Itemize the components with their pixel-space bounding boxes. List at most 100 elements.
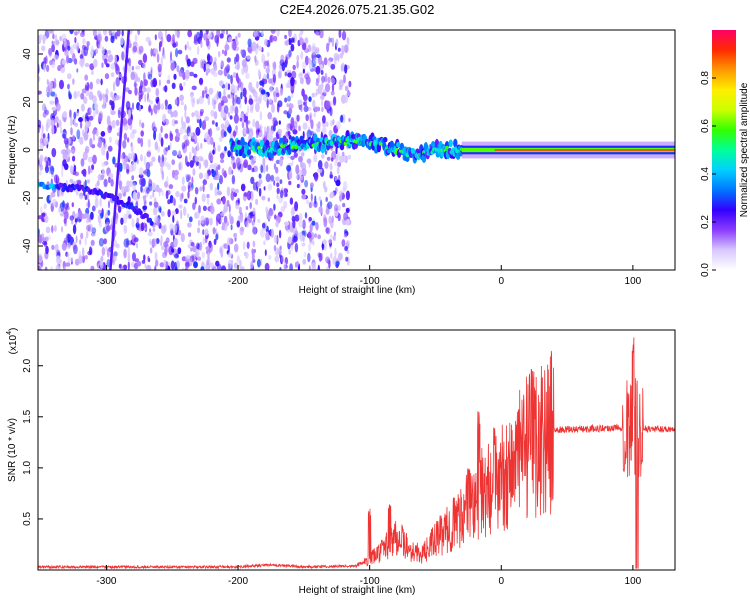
noise-speckle [108, 176, 111, 184]
noise-speckle [177, 49, 183, 55]
noise-speckle [155, 96, 160, 104]
noise-speckle [101, 145, 106, 156]
noise-speckle [298, 219, 304, 228]
noise-speckle [149, 238, 152, 245]
band-mark [265, 139, 270, 147]
noise-speckle [166, 79, 171, 84]
noise-speckle [82, 247, 85, 257]
noise-speckle [193, 34, 198, 44]
colorbar-tick-label: 0.6 [700, 119, 711, 133]
noise-speckle [169, 142, 172, 150]
noise-speckle [69, 215, 75, 221]
noise-speckle [218, 245, 224, 255]
noise-speckle [243, 127, 247, 135]
noise-speckle [314, 172, 319, 182]
noise-speckle [323, 217, 328, 228]
noise-speckle [41, 45, 46, 52]
noise-speckle [314, 105, 319, 113]
noise-speckle [306, 129, 312, 139]
noise-speckle [344, 85, 349, 92]
snr-y-label: SNR (10 * v/v) [7, 418, 18, 482]
noise-speckle [210, 205, 215, 215]
noise-speckle [106, 225, 111, 232]
noise-speckle [331, 82, 335, 92]
noise-speckle [294, 201, 299, 212]
noise-speckle [179, 127, 184, 135]
noise-speckle [270, 228, 275, 238]
noise-speckle [261, 53, 265, 64]
noise-speckle [112, 156, 116, 165]
band-mark [448, 139, 453, 148]
noise-speckle [211, 169, 216, 178]
noise-speckle [346, 37, 350, 45]
noise-speckle [316, 123, 319, 128]
noise-speckle [149, 247, 153, 254]
noise-speckle [82, 254, 85, 264]
noise-speckle [81, 88, 87, 94]
noise-speckle [102, 96, 107, 105]
noise-speckle [218, 102, 222, 112]
noise-speckle [348, 118, 351, 122]
noise-speckle [143, 254, 146, 262]
noise-speckle [173, 238, 178, 248]
noise-speckle [321, 106, 324, 113]
noise-speckle [117, 205, 122, 213]
noise-speckle [301, 61, 307, 71]
noise-speckle [228, 36, 232, 42]
y-tick-label: -20 [22, 190, 33, 205]
noise-speckle [290, 43, 295, 52]
noise-speckle [178, 150, 182, 157]
noise-speckle [286, 103, 289, 108]
noise-speckle [274, 255, 280, 263]
noise-speckle [337, 54, 340, 62]
noise-speckle [254, 36, 260, 41]
noise-speckle [94, 103, 99, 111]
noise-speckle [326, 156, 331, 161]
noise-speckle [283, 187, 287, 198]
noise-speckle [262, 157, 266, 167]
noise-speckle [254, 55, 257, 63]
noise-speckle [332, 118, 335, 126]
noise-speckle [38, 253, 43, 264]
noise-speckle [251, 41, 257, 52]
noise-speckle [252, 118, 256, 128]
noise-speckle [305, 114, 310, 122]
noise-speckle [299, 77, 304, 85]
noise-speckle [155, 88, 160, 97]
x-tick-label: 100 [625, 576, 642, 587]
noise-speckle [223, 131, 227, 137]
noise-speckle [287, 95, 291, 102]
noise-speckle [157, 31, 163, 40]
noise-speckle [91, 227, 97, 234]
noise-speckle [88, 115, 94, 121]
noise-speckle [154, 109, 158, 115]
noise-speckle [325, 196, 329, 203]
noise-speckle [131, 175, 135, 181]
noise-speckle [45, 245, 49, 255]
noise-speckle [101, 46, 105, 56]
noise-speckle [341, 151, 345, 157]
noise-speckle [288, 249, 292, 255]
noise-speckle [89, 107, 92, 114]
noise-speckle [247, 164, 252, 171]
noise-speckle [105, 88, 109, 95]
noise-speckle [206, 53, 211, 62]
noise-speckle [197, 155, 203, 162]
noise-speckle [100, 255, 104, 262]
noise-speckle [333, 60, 337, 65]
noise-speckle [106, 49, 112, 55]
noise-speckle [313, 154, 318, 163]
noise-speckle [103, 30, 108, 36]
noise-speckle [86, 179, 91, 184]
noise-speckle [105, 63, 110, 68]
noise-speckle [62, 133, 66, 139]
noise-speckle [51, 147, 57, 158]
noise-speckle [43, 36, 47, 41]
noise-speckle [348, 80, 352, 88]
noise-speckle [152, 238, 158, 247]
noise-speckle [90, 168, 93, 174]
noise-speckle [169, 223, 174, 231]
noise-speckle [157, 155, 161, 163]
noise-speckle [321, 99, 324, 107]
noise-speckle [196, 161, 200, 167]
